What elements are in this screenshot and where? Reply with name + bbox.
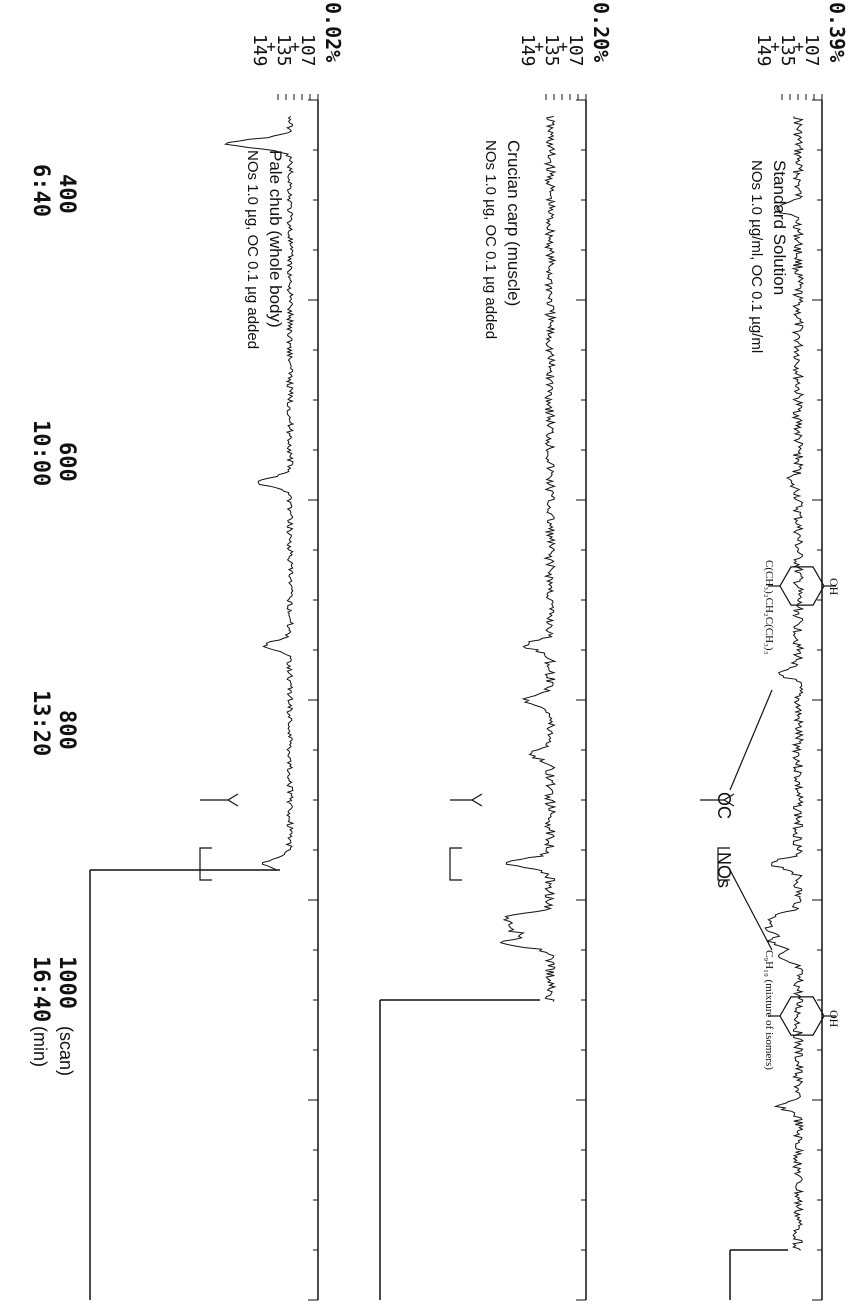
- x-tick-800-time: 13:20: [28, 690, 53, 756]
- x-tick-1000-scan: 1000: [54, 956, 79, 1009]
- panel-2: [379, 94, 587, 1301]
- panel-3: [89, 94, 319, 1301]
- nos-bracket-panel2: [449, 847, 462, 881]
- panel3-ion-plus-1: +: [286, 42, 305, 52]
- x-tick-600-scan: 600: [54, 442, 79, 482]
- panel3-ion-149: 149: [249, 34, 270, 67]
- panel2-ion-plus-1: +: [554, 42, 573, 52]
- nos-structure-arrow: [729, 869, 773, 951]
- panel2-ion-plus-2: +: [530, 42, 549, 52]
- x-tick-800-scan: 800: [54, 710, 79, 750]
- panel-trace: [499, 115, 557, 1002]
- x-tick-1000-time: 16:40: [28, 956, 53, 1022]
- panel-trace: [223, 115, 295, 871]
- panel1-ion-149: 149: [753, 34, 774, 67]
- panel1-scale-label: 0.39%: [825, 2, 849, 62]
- panel2-ion-149: 149: [517, 34, 538, 67]
- panel2-ion-107: 107: [565, 34, 586, 67]
- nos-structure-formula: C₉H₁₉ (mixture of isomers): [763, 950, 775, 1070]
- panel3-ion-plus-2: +: [262, 42, 281, 52]
- panel1-subtitle: NOs 1.0 µg/ml, OC 0.1 µg/ml: [748, 160, 765, 353]
- x-tick-400-time: 6:40: [28, 164, 53, 217]
- nos-bracket-panel3: [199, 847, 212, 881]
- panel-trace: [764, 116, 805, 1251]
- panel1-ion-plus-2: +: [766, 42, 785, 52]
- nos-label: NOs: [714, 852, 734, 888]
- panel2-title: Crucian carp (muscle): [504, 140, 523, 306]
- oc-label: OC: [714, 792, 734, 819]
- x-unit-time: (min): [30, 1026, 50, 1067]
- panel3-title: Pale chub (whole body): [266, 150, 285, 328]
- oc-arrow-panel2-head: [470, 793, 483, 807]
- nos-structure-ring: [779, 996, 825, 1036]
- panel2-ion-135: 135: [541, 34, 562, 67]
- panel3-ion-107: 107: [297, 34, 318, 67]
- x-unit-scan: (scan): [56, 1026, 76, 1076]
- oc-arrow-panel3-head: [226, 793, 239, 807]
- panel1-ion-135: 135: [777, 34, 798, 67]
- panel3-scale-label: 0.02%: [321, 2, 345, 62]
- nos-bracket-panel1: [717, 847, 730, 881]
- x-tick-400-scan: 400: [54, 174, 79, 214]
- panel2-scale-label: 0.20%: [589, 2, 613, 62]
- oc-arrow-panel1-head: [722, 793, 735, 807]
- panel1-title: Standard Solution: [770, 160, 789, 295]
- oc-structure-ring: [779, 566, 825, 606]
- panel3-subtitle: NOs 1.0 µg, OC 0.1 µg added: [244, 150, 261, 349]
- panel-1: [729, 94, 823, 1301]
- oc-structure-oh: OH: [827, 578, 841, 596]
- nos-structure-oh: OH: [827, 1010, 841, 1028]
- panel1-ion-107: 107: [801, 34, 822, 67]
- panel3-ion-135: 135: [273, 34, 294, 67]
- panel1-ion-plus-1: +: [790, 42, 809, 52]
- x-tick-600-time: 10:00: [28, 420, 53, 486]
- panel2-subtitle: NOs 1.0 µg, OC 0.1 µg added: [482, 140, 499, 339]
- oc-structure-formula: C(CH₃)₂CH₂C(CH₃)₃: [763, 560, 775, 655]
- oc-structure-arrow: [729, 689, 773, 791]
